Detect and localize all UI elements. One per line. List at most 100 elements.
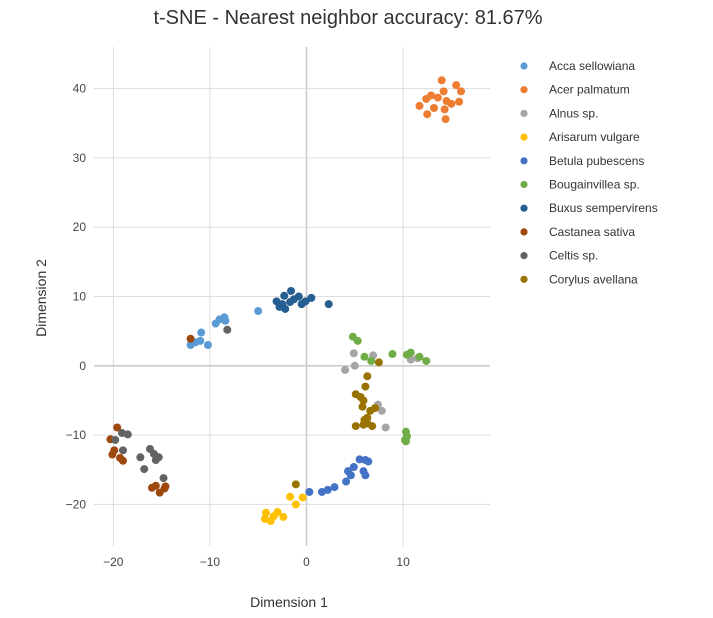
data-point xyxy=(140,465,149,474)
data-point xyxy=(368,422,377,431)
legend-item[interactable]: Corylus avellana xyxy=(520,272,638,286)
data-point xyxy=(361,471,370,480)
data-point xyxy=(353,336,362,345)
x-tick-label: −20 xyxy=(103,555,124,569)
y-tick-label: 30 xyxy=(73,151,87,165)
data-point xyxy=(388,350,397,359)
legend-marker xyxy=(520,157,528,165)
data-point xyxy=(123,430,132,439)
legend-label: Castanea sativa xyxy=(549,225,635,239)
data-point xyxy=(323,485,332,494)
legend-item[interactable]: Castanea sativa xyxy=(520,225,635,239)
x-tick-label: 10 xyxy=(396,555,410,569)
data-point xyxy=(341,365,350,374)
legend-item[interactable]: Bougainvillea sp. xyxy=(520,178,640,192)
data-point xyxy=(159,474,168,483)
data-point xyxy=(363,372,372,381)
data-points xyxy=(106,76,466,526)
chart-title: t-SNE - Nearest neighbor accuracy: 81.67… xyxy=(153,7,542,29)
series-buxus-sempervirens xyxy=(272,286,333,313)
data-point xyxy=(254,307,263,316)
data-point xyxy=(367,356,376,365)
data-point xyxy=(457,87,466,96)
data-point xyxy=(415,101,424,110)
data-point xyxy=(401,437,410,446)
y-axis-label: Dimension 2 xyxy=(33,259,49,337)
data-point xyxy=(360,352,369,361)
data-point xyxy=(301,297,310,306)
data-point xyxy=(286,298,295,307)
series-arisarum-vulgare xyxy=(260,492,307,526)
x-tick-label: −10 xyxy=(200,555,221,569)
data-point xyxy=(273,508,282,517)
legend-item[interactable]: Betula pubescens xyxy=(520,154,644,168)
data-point xyxy=(154,453,163,462)
series-betula-pubescens xyxy=(305,455,373,496)
data-point xyxy=(151,481,160,490)
data-point xyxy=(330,483,339,492)
legend: Acca sellowiana Acer palmatum Alnus sp. Ari… xyxy=(520,59,658,286)
data-point xyxy=(406,348,415,357)
series-acer-palmatum xyxy=(415,76,466,124)
y-tick-label: 10 xyxy=(73,290,87,304)
data-point xyxy=(346,471,355,480)
legend-marker xyxy=(520,180,528,189)
legend-item[interactable]: Acer palmatum xyxy=(520,83,630,97)
data-point xyxy=(279,512,288,521)
series-castanea-sativa xyxy=(106,334,195,497)
data-point xyxy=(447,99,456,108)
y-tick-label: 40 xyxy=(73,82,87,96)
legend-item[interactable]: Buxus sempervirens xyxy=(520,201,658,215)
legend-marker xyxy=(520,133,528,141)
legend-label: Betula pubescens xyxy=(549,154,644,168)
data-point xyxy=(203,341,212,350)
legend-item[interactable]: Acca sellowiana xyxy=(520,59,635,73)
y-tick-label: 20 xyxy=(73,220,87,234)
data-point xyxy=(136,453,145,462)
legend-marker xyxy=(520,86,528,94)
data-point xyxy=(427,91,436,100)
data-point xyxy=(441,115,450,124)
data-point xyxy=(108,450,117,459)
data-point xyxy=(324,300,333,309)
x-axis-label: Dimension 1 xyxy=(250,594,328,610)
data-point xyxy=(423,110,432,119)
data-point xyxy=(439,87,448,96)
legend-item[interactable]: Alnus sp. xyxy=(520,106,598,120)
legend-label: Buxus sempervirens xyxy=(549,201,658,215)
data-point xyxy=(350,361,359,370)
y-tick-label: −20 xyxy=(66,497,87,511)
legend-label: Corylus avellana xyxy=(549,272,638,286)
data-point xyxy=(429,103,438,112)
data-point xyxy=(342,477,351,486)
data-point xyxy=(364,457,373,466)
data-point xyxy=(433,93,442,102)
data-point xyxy=(374,358,383,367)
legend-marker xyxy=(520,275,528,283)
data-point xyxy=(113,423,122,432)
data-point xyxy=(371,404,380,413)
series-bougainvillea-sp- xyxy=(348,332,431,446)
legend-label: Acer palmatum xyxy=(549,83,630,97)
data-point xyxy=(455,97,464,106)
data-point xyxy=(197,328,206,337)
data-point xyxy=(361,382,370,391)
data-point xyxy=(111,435,120,444)
legend-label: Celtis sp. xyxy=(549,249,598,263)
data-point xyxy=(355,455,364,464)
data-point xyxy=(281,304,290,313)
legend-label: Acca sellowiana xyxy=(549,59,635,73)
series-acca-sellowiana xyxy=(186,307,263,350)
data-point xyxy=(349,462,358,471)
data-point xyxy=(287,286,296,295)
legend-item[interactable]: Arisarum vulgare xyxy=(520,130,640,144)
data-point xyxy=(437,76,446,85)
data-point xyxy=(291,500,300,509)
data-point xyxy=(358,402,367,411)
legend-item[interactable]: Celtis sp. xyxy=(520,249,598,263)
data-point xyxy=(351,422,360,431)
data-point xyxy=(294,292,303,301)
data-point xyxy=(186,334,195,343)
legend-marker xyxy=(520,62,528,70)
